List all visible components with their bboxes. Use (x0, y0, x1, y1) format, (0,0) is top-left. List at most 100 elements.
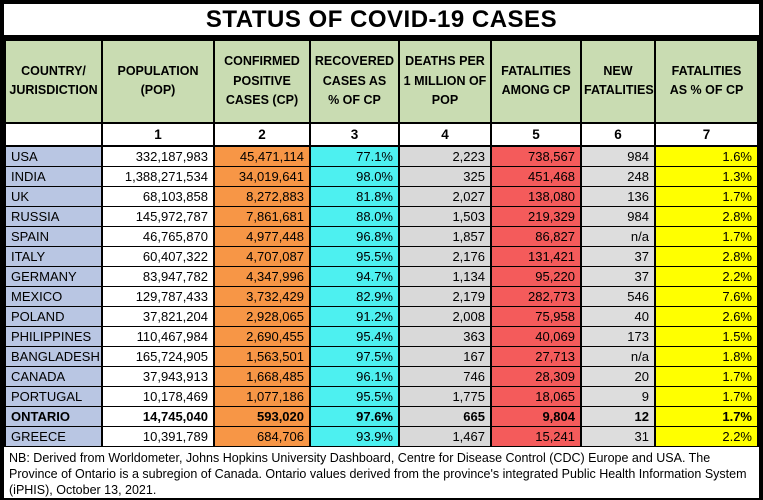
value-cell: 94.7% (309, 265, 400, 287)
value-cell: 1.7% (654, 365, 759, 387)
value-cell: 2,027 (398, 185, 492, 207)
value-cell: 138,080 (490, 185, 582, 207)
value-cell: n/a (580, 225, 656, 247)
page-title: STATUS OF COVID-19 CASES (4, 4, 759, 40)
col-header-new-fatalities: NEW FATALITIES (580, 40, 656, 124)
value-cell: 18,065 (490, 385, 582, 407)
value-cell: 98.0% (309, 165, 400, 187)
value-cell: 68,103,858 (101, 185, 215, 207)
value-cell: 1,857 (398, 225, 492, 247)
value-cell: 2,176 (398, 245, 492, 267)
value-cell: 1,563,501 (213, 345, 311, 367)
value-cell: 984 (580, 205, 656, 227)
value-cell: 2,179 (398, 285, 492, 307)
col-header-fatalities: FATALITIES AMONG CP (490, 40, 582, 124)
table-row: USA 332,187,983 45,471,114 77.1% 2,223 738,56… (4, 145, 759, 167)
value-cell: n/a (580, 345, 656, 367)
column-number: 3 (309, 122, 400, 147)
value-cell: 1,467 (398, 425, 492, 447)
footnote: NB: Derived from Worldometer, Johns Hopk… (4, 446, 759, 499)
value-cell: 7.6% (654, 285, 759, 307)
table-row: GREECE 10,391,789 684,706 93.9% 1,467 15,241 3… (4, 425, 759, 447)
value-cell: 332,187,983 (101, 145, 215, 167)
value-cell: 9,804 (490, 405, 582, 427)
value-cell: 738,567 (490, 145, 582, 167)
table-row: PHILIPPINES 110,467,984 2,690,455 95.4% 363 4… (4, 325, 759, 347)
value-cell: 219,329 (490, 205, 582, 227)
value-cell: 325 (398, 165, 492, 187)
value-cell: 131,421 (490, 245, 582, 267)
value-cell: 93.9% (309, 425, 400, 447)
country-cell: UK (4, 185, 103, 207)
value-cell: 282,773 (490, 285, 582, 307)
col-header-recovered-pct: RECOVERED CASES AS % OF CP (309, 40, 400, 124)
table-row: CANADA 37,943,913 1,668,485 96.1% 746 28,309 2… (4, 365, 759, 387)
value-cell: 40,069 (490, 325, 582, 347)
value-cell: 15,241 (490, 425, 582, 447)
value-cell: 31 (580, 425, 656, 447)
value-cell: 1.6% (654, 145, 759, 167)
value-cell: 60,407,322 (101, 245, 215, 267)
value-cell: 746 (398, 365, 492, 387)
value-cell: 2,928,065 (213, 305, 311, 327)
value-cell: 95,220 (490, 265, 582, 287)
value-cell: 82.9% (309, 285, 400, 307)
value-cell: 9 (580, 385, 656, 407)
country-cell: MEXICO (4, 285, 103, 307)
table-row: INDIA 1,388,271,534 34,019,641 98.0% 325 451,… (4, 165, 759, 187)
value-cell: 145,972,787 (101, 205, 215, 227)
table-row: PORTUGAL 10,178,469 1,077,186 95.5% 1,775 18,… (4, 385, 759, 407)
value-cell: 37 (580, 245, 656, 267)
country-cell: BANGLADESH (4, 345, 103, 367)
value-cell: 665 (398, 405, 492, 427)
column-number: 4 (398, 122, 492, 147)
value-cell: 75,958 (490, 305, 582, 327)
table-row: MEXICO 129,787,433 3,732,429 82.9% 2,179 282,… (4, 285, 759, 307)
value-cell: 8,272,883 (213, 185, 311, 207)
value-cell: 10,178,469 (101, 385, 215, 407)
country-cell: USA (4, 145, 103, 167)
value-cell: 95.5% (309, 245, 400, 267)
value-cell: 129,787,433 (101, 285, 215, 307)
table-row: UK 68,103,858 8,272,883 81.8% 2,027 138,080 13… (4, 185, 759, 207)
value-cell: 1.3% (654, 165, 759, 187)
value-cell: 2,223 (398, 145, 492, 167)
value-cell: 34,019,641 (213, 165, 311, 187)
value-cell: 2.6% (654, 305, 759, 327)
value-cell: 984 (580, 145, 656, 167)
table-row: POLAND 37,821,204 2,928,065 91.2% 2,008 75,95… (4, 305, 759, 327)
value-cell: 20 (580, 365, 656, 387)
value-cell: 27,713 (490, 345, 582, 367)
value-cell: 1,503 (398, 205, 492, 227)
value-cell: 95.4% (309, 325, 400, 347)
table-row: BANGLADESH 165,724,905 1,563,501 97.5% 167 27… (4, 345, 759, 367)
country-cell: SPAIN (4, 225, 103, 247)
country-cell: PORTUGAL (4, 385, 103, 407)
value-cell: 28,309 (490, 365, 582, 387)
value-cell: 12 (580, 405, 656, 427)
value-cell: 2.2% (654, 425, 759, 447)
value-cell: 2,008 (398, 305, 492, 327)
value-cell: 1,668,485 (213, 365, 311, 387)
column-number: 1 (101, 122, 215, 147)
value-cell: 684,706 (213, 425, 311, 447)
country-cell: PHILIPPINES (4, 325, 103, 347)
value-cell: 96.1% (309, 365, 400, 387)
country-cell: POLAND (4, 305, 103, 327)
table-row: ONTARIO 14,745,040 593,020 97.6% 665 9,804 12 1… (4, 405, 759, 427)
country-cell: GERMANY (4, 265, 103, 287)
value-cell: 136 (580, 185, 656, 207)
col-header-country: COUNTRY/ JURISDICTION (4, 40, 103, 124)
column-header-row: COUNTRY/ JURISDICTION POPULATION (POP) C… (4, 40, 759, 124)
covid-table: COUNTRY/ JURISDICTION POPULATION (POP) C… (4, 40, 759, 447)
col-header-fatality-pct: FATALITIES AS % OF CP (654, 40, 759, 124)
value-cell: 88.0% (309, 205, 400, 227)
value-cell: 1.7% (654, 385, 759, 407)
country-cell: ONTARIO (4, 405, 103, 427)
table-row: GERMANY 83,947,782 4,347,996 94.7% 1,134 95,2… (4, 265, 759, 287)
value-cell: 1.5% (654, 325, 759, 347)
column-number: 6 (580, 122, 656, 147)
value-cell: 1,775 (398, 385, 492, 407)
value-cell: 1,134 (398, 265, 492, 287)
